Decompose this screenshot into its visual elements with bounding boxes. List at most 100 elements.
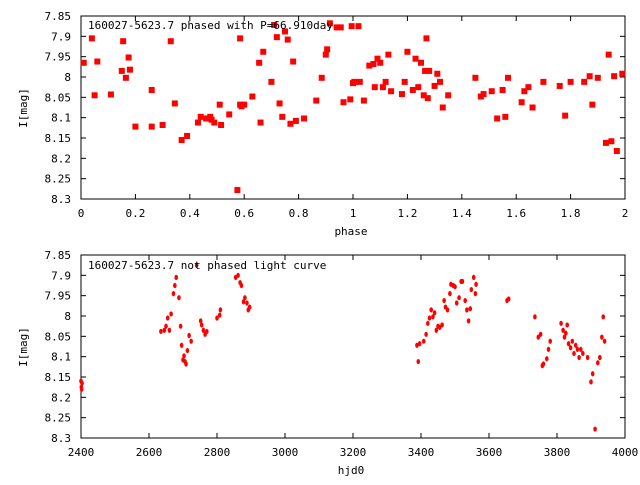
data-point xyxy=(423,35,430,42)
data-point xyxy=(182,353,186,359)
y-axis-label: I[mag] xyxy=(17,327,30,367)
y-tick-label: 8.3 xyxy=(51,432,71,445)
data-point xyxy=(340,99,347,106)
data-point xyxy=(561,327,565,333)
data-point xyxy=(301,115,308,122)
data-point xyxy=(374,55,381,62)
unphased-light-curve-panel: 2400 2600 2800 3000 3200 3400 3600 3800 4000 7.8… xyxy=(17,249,638,477)
data-point xyxy=(404,48,411,55)
data-point xyxy=(556,82,563,89)
data-point xyxy=(409,87,416,94)
data-point xyxy=(506,296,511,302)
data-point xyxy=(488,88,495,95)
data-point xyxy=(518,99,525,106)
data-point xyxy=(559,320,563,326)
y-tick-label: 8.1 xyxy=(51,112,71,125)
data-point xyxy=(273,34,280,41)
x-tick-label: 1.8 xyxy=(561,207,581,220)
data-point xyxy=(292,117,299,124)
data-point xyxy=(415,342,419,348)
data-point xyxy=(431,82,438,89)
data-point xyxy=(420,92,427,99)
data-point xyxy=(589,379,593,385)
y-tick-label: 8.25 xyxy=(45,412,72,425)
data-point xyxy=(619,70,626,77)
y-tick-label: 7.85 xyxy=(45,249,72,262)
y-tick-label: 8.05 xyxy=(45,330,72,343)
data-point xyxy=(366,62,373,69)
y-tick-label: 7.9 xyxy=(51,30,71,43)
data-point xyxy=(205,328,209,335)
phased-light-curve-panel: 0 0.2 0.4 0.6 0.8 1 1.2 1.4 1.6 1.8 2 7.85 7.9 7.95 8… xyxy=(17,10,628,238)
data-point xyxy=(602,139,609,146)
data-point xyxy=(471,274,476,280)
data-point xyxy=(126,66,133,73)
data-point xyxy=(148,123,155,130)
data-points xyxy=(80,20,626,194)
data-point xyxy=(434,70,441,77)
data-point xyxy=(602,338,607,344)
x-tick-label: 0.4 xyxy=(180,207,200,220)
data-point xyxy=(426,320,430,326)
data-point xyxy=(586,73,593,80)
data-point xyxy=(426,67,433,74)
x-tick-label: 1.4 xyxy=(452,207,472,220)
data-point xyxy=(421,338,426,344)
data-point xyxy=(379,84,386,91)
data-points xyxy=(79,262,607,432)
x-tick-label: 1.2 xyxy=(397,207,417,220)
y-tick-label: 8.3 xyxy=(51,193,71,206)
data-point xyxy=(594,74,601,81)
plot-frame xyxy=(80,15,626,200)
data-point xyxy=(417,341,422,347)
x-tick-label: 1.6 xyxy=(506,207,526,220)
data-point xyxy=(590,371,595,377)
data-point xyxy=(469,286,474,293)
data-point xyxy=(540,78,547,85)
data-point xyxy=(179,342,184,348)
data-point xyxy=(502,113,509,120)
data-point xyxy=(271,21,278,28)
data-point xyxy=(107,91,114,98)
y-tick-label: 8 xyxy=(64,310,71,323)
data-point xyxy=(562,112,569,119)
data-point xyxy=(429,307,434,313)
data-point xyxy=(241,299,246,305)
data-point xyxy=(203,115,210,122)
data-point xyxy=(546,346,551,352)
data-point xyxy=(326,20,333,27)
data-point xyxy=(173,282,177,289)
data-point xyxy=(581,350,585,357)
data-point xyxy=(538,331,543,337)
data-point xyxy=(596,360,600,366)
data-point xyxy=(548,338,552,344)
data-point xyxy=(118,67,125,74)
data-point xyxy=(237,35,244,42)
data-point xyxy=(460,278,465,285)
data-point xyxy=(167,327,172,333)
data-point xyxy=(585,354,590,361)
x-tick-label: 3800 xyxy=(544,446,571,459)
y-tick-label: 7.85 xyxy=(45,10,72,23)
data-point xyxy=(333,24,340,31)
data-point xyxy=(593,426,597,432)
x-tick-label: 2400 xyxy=(68,446,95,459)
data-point xyxy=(177,295,181,301)
data-point xyxy=(445,92,452,99)
data-point xyxy=(608,138,615,145)
data-point xyxy=(159,328,163,335)
data-point xyxy=(171,100,178,107)
data-point xyxy=(445,307,450,313)
data-point xyxy=(598,354,602,361)
data-point xyxy=(480,91,487,98)
data-point xyxy=(454,300,459,306)
data-point xyxy=(567,78,574,85)
x-tick-label: 3600 xyxy=(476,446,503,459)
data-point xyxy=(541,361,546,367)
data-point xyxy=(385,51,392,58)
data-point xyxy=(260,48,267,55)
data-point xyxy=(178,137,185,144)
data-point xyxy=(494,115,501,122)
x-tick-label: 4000 xyxy=(612,446,639,459)
data-point xyxy=(199,322,204,328)
